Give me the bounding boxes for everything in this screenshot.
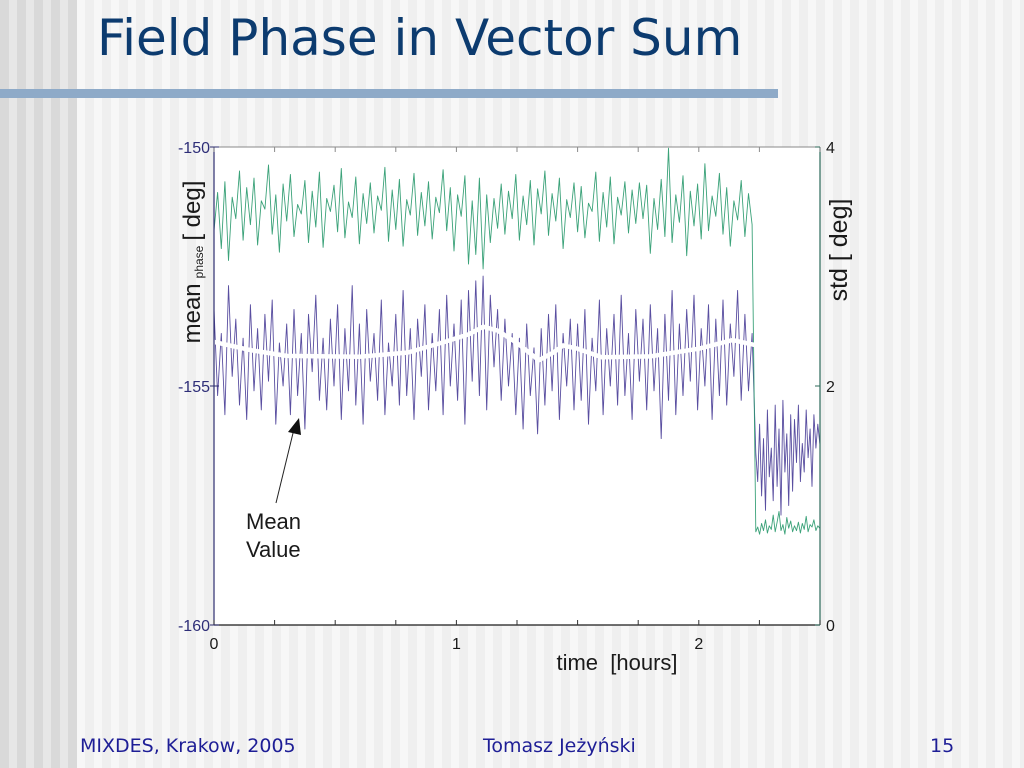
series-line-mean-value — [214, 324, 757, 363]
footer-author: Tomasz Jeżyński — [483, 735, 636, 757]
tick-layer — [210, 146, 821, 626]
title-underline-bar — [0, 89, 778, 98]
y-left-axis-label: mean phase [ deg] — [179, 181, 206, 344]
x-axis-label: time [hours] — [556, 650, 677, 675]
y-left-tick-label: -160 — [178, 618, 210, 635]
footer-page-number: 15 — [930, 735, 955, 757]
annotation-arrow-line — [275, 428, 295, 504]
background-stripes — [0, 0, 77, 768]
series-line-mean-phase — [214, 275, 820, 516]
y-left-tick-label: -150 — [178, 140, 210, 157]
slide-title: Field Phase in Vector Sum — [97, 9, 743, 67]
footer-conference: MIXDES, Krakow, 2005 — [80, 735, 296, 757]
x-tick-label: 2 — [694, 636, 703, 653]
y-right-tick-label: 2 — [826, 379, 835, 396]
annotation-text-line: Value — [246, 537, 301, 562]
y-left-axis-label-main: mean — [179, 283, 206, 343]
series-line-std — [214, 147, 820, 535]
y-right-axis-label: std [ deg] — [825, 199, 853, 302]
series-layer — [214, 147, 820, 535]
y-left-axis-label-subscript: phase — [192, 245, 206, 278]
x-tick-label: 1 — [452, 636, 461, 653]
y-right-tick-label: 4 — [826, 140, 835, 157]
annotation-arrowhead-icon — [288, 418, 301, 435]
y-left-axis-label-unit: [ deg] — [179, 181, 206, 241]
annotation-text-line: Mean — [246, 509, 301, 534]
y-left-tick-label: -155 — [178, 379, 210, 396]
y-right-tick-label: 0 — [826, 618, 835, 635]
x-tick-label: 0 — [210, 636, 219, 653]
